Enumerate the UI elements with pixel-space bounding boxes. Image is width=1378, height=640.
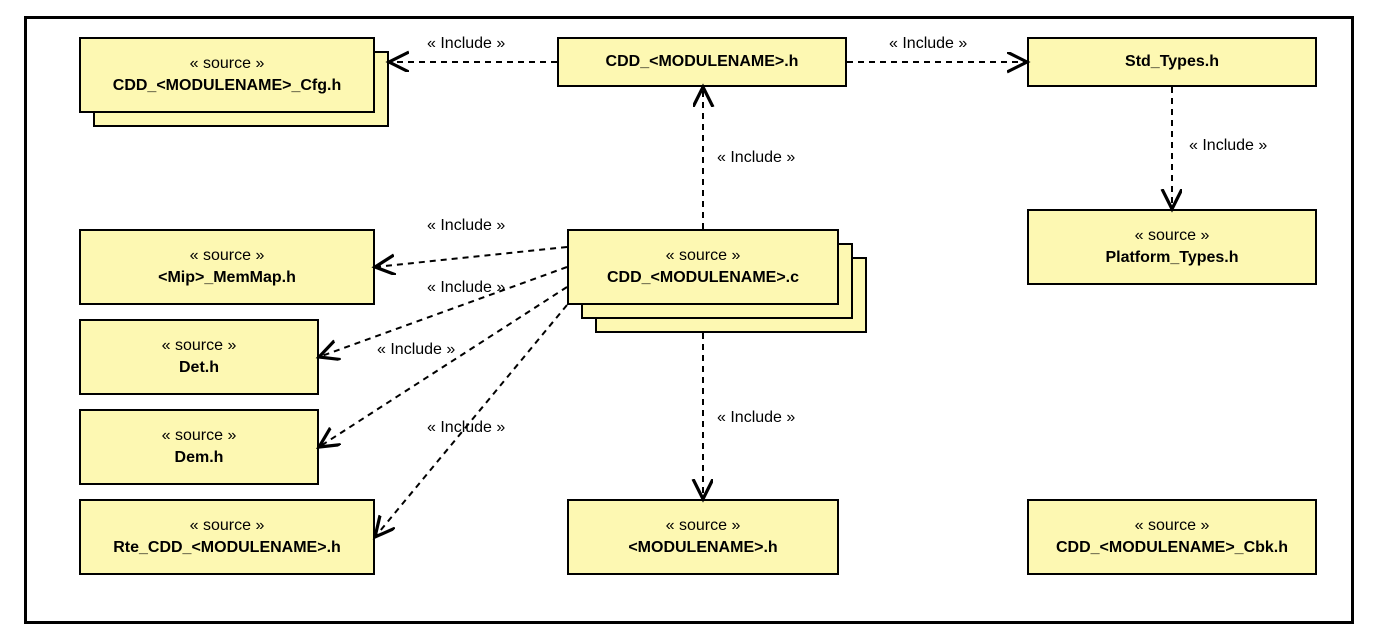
edge-label: « Include » <box>377 341 455 359</box>
node-title: Rte_CDD_<MODULENAME>.h <box>113 539 341 557</box>
node-title: Det.h <box>179 359 219 377</box>
edge-label: « Include » <box>889 35 967 53</box>
node-memmap: « source » <Mip>_MemMap.h <box>79 229 375 305</box>
stereo-label: « source » <box>666 247 741 265</box>
node-title: CDD_<MODULENAME>_Cbk.h <box>1056 539 1288 557</box>
node-cbk: « source » CDD_<MODULENAME>_Cbk.h <box>1027 499 1317 575</box>
stereo-label: « source » <box>1135 517 1210 535</box>
edge-label: « Include » <box>717 149 795 167</box>
node-dem: « source » Dem.h <box>79 409 319 485</box>
node-src: « source » CDD_<MODULENAME>.c <box>567 229 839 305</box>
node-det: « source » Det.h <box>79 319 319 395</box>
node-cfg: « source » CDD_<MODULENAME>_Cfg.h <box>79 37 375 113</box>
node-title: <MODULENAME>.h <box>628 539 777 557</box>
edge-label: « Include » <box>427 419 505 437</box>
stereo-label: « source » <box>1135 227 1210 245</box>
edge-label: « Include » <box>427 279 505 297</box>
node-title: Platform_Types.h <box>1105 249 1238 267</box>
node-plat: « source » Platform_Types.h <box>1027 209 1317 285</box>
diagram-frame: « source » CDD_<MODULENAME>_Cfg.h CDD_<M… <box>24 16 1354 624</box>
stereo-label: « source » <box>190 247 265 265</box>
node-title: CDD_<MODULENAME>.c <box>607 269 799 287</box>
node-title: CDD_<MODULENAME>_Cfg.h <box>113 77 341 95</box>
edge-label: « Include » <box>717 409 795 427</box>
node-title: CDD_<MODULENAME>.h <box>606 53 799 71</box>
edge-label: « Include » <box>1189 137 1267 155</box>
node-title: Std_Types.h <box>1125 53 1219 71</box>
node-hdr: CDD_<MODULENAME>.h <box>557 37 847 87</box>
stereo-label: « source » <box>190 517 265 535</box>
stereo-label: « source » <box>162 337 237 355</box>
edge-label: « Include » <box>427 35 505 53</box>
edge-label: « Include » <box>427 217 505 235</box>
node-title: <Mip>_MemMap.h <box>158 269 296 287</box>
stereo-label: « source » <box>162 427 237 445</box>
node-rte: « source » Rte_CDD_<MODULENAME>.h <box>79 499 375 575</box>
node-std: Std_Types.h <box>1027 37 1317 87</box>
node-title: Dem.h <box>175 449 224 467</box>
stereo-label: « source » <box>190 55 265 73</box>
node-modh: « source » <MODULENAME>.h <box>567 499 839 575</box>
stereo-label: « source » <box>666 517 741 535</box>
